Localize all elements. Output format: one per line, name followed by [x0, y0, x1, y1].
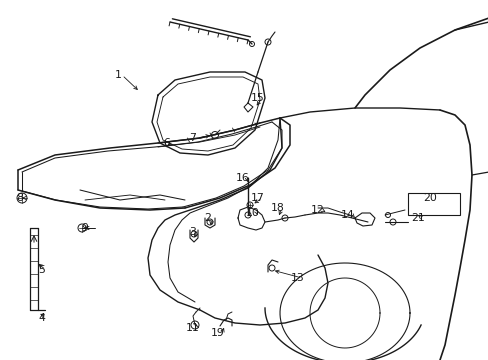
Text: 18: 18	[270, 203, 285, 213]
Text: 15: 15	[251, 93, 264, 103]
Text: 20: 20	[422, 193, 436, 203]
Text: 2: 2	[204, 213, 211, 223]
Circle shape	[211, 131, 218, 139]
Text: 17: 17	[251, 193, 264, 203]
Text: 4: 4	[39, 313, 45, 323]
Text: 11: 11	[186, 323, 200, 333]
Text: 7: 7	[189, 133, 196, 143]
Text: 14: 14	[341, 210, 354, 220]
Text: 9: 9	[81, 223, 88, 233]
Text: 21: 21	[410, 213, 424, 223]
Text: 12: 12	[310, 205, 324, 215]
Text: 10: 10	[245, 208, 260, 218]
Text: 16: 16	[236, 173, 249, 183]
Text: 8: 8	[17, 193, 23, 203]
Text: 6: 6	[163, 138, 170, 148]
Text: 13: 13	[290, 273, 304, 283]
Text: 19: 19	[211, 328, 224, 338]
FancyBboxPatch shape	[407, 193, 459, 215]
Text: 3: 3	[189, 227, 196, 237]
Text: 1: 1	[114, 70, 121, 80]
Text: 5: 5	[39, 265, 45, 275]
